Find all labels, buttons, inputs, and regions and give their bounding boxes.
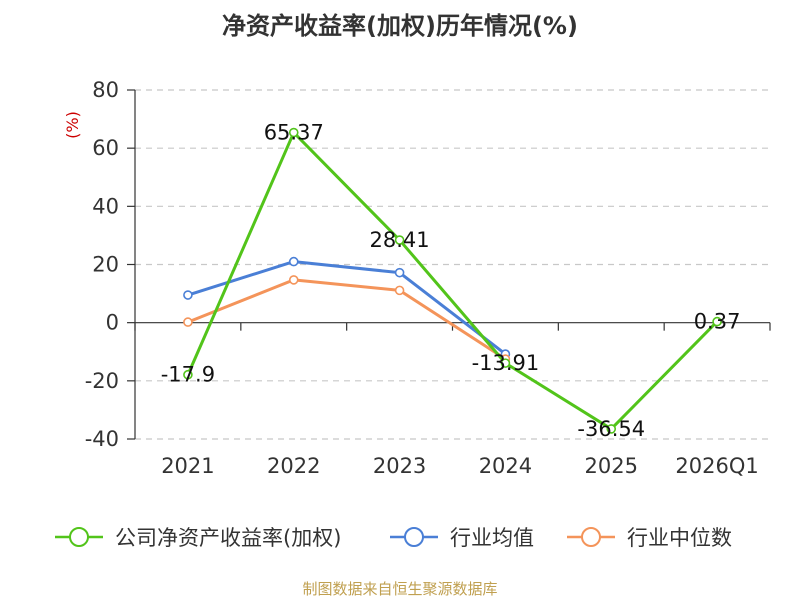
data-point [183,369,193,380]
x-tick-label: 2022 [267,454,320,478]
y-tick-label: -40 [85,427,119,451]
legend-swatch-marker [404,527,424,547]
y-tick-label: 40 [92,194,119,218]
series-line [187,278,507,361]
y-tick-label: 0 [106,311,119,335]
legend-label: 行业中位数 [627,526,732,550]
legend-label: 行业均值 [450,526,534,550]
data-source-note: 制图数据来自恒生聚源数据库 [302,580,497,598]
legend-swatch-marker [581,527,601,547]
y-tick-label: 80 [92,78,119,102]
grid-lines [135,89,770,440]
data-label: -36.54 [577,417,645,441]
data-point [183,290,193,300]
legend-label: 公司净资产收益率(加权) [115,526,341,550]
y-axis-ticks: 80 60 40 20 0 -20 -40 [85,78,136,451]
x-tick-label: 2026Q1 [675,454,758,478]
data-labels: -17.9 65.37 28.41 -13.91 -36.54 0.37 [161,121,741,441]
y-tick-label: 60 [92,136,119,160]
chart-title: 净资产收益率(加权)历年情况(%) [222,12,578,40]
series-line [186,131,719,431]
x-tick-label: 2024 [479,454,532,478]
x-axis: 2021 2022 2023 2024 2025 2026Q1 [134,322,771,478]
series-lines [183,127,722,434]
data-point [288,127,299,138]
data-label: -17.9 [161,363,215,387]
legend-swatch-marker [69,527,89,547]
x-tick-label: 2025 [585,454,638,478]
y-tick-label: -20 [85,369,119,393]
x-tick-label: 2023 [373,454,426,478]
data-label: -13.91 [472,351,540,375]
y-axis-label: (%) [63,111,82,139]
series-line [187,260,507,356]
data-label: 65.37 [264,121,324,145]
x-tick-label: 2021 [161,454,214,478]
y-tick-label: 20 [92,253,119,277]
data-point [394,235,405,245]
data-point [394,285,405,296]
legend: 公司净资产收益率(加权) 行业均值 行业中位数 [55,526,732,550]
data-point [288,256,299,267]
data-point [606,424,617,434]
data-point [712,316,722,327]
data-point [183,317,193,327]
data-point [394,267,405,278]
data-point [500,358,511,368]
data-point [288,275,299,285]
data-label: 28.41 [370,228,430,252]
data-label: 0.37 [694,310,741,334]
